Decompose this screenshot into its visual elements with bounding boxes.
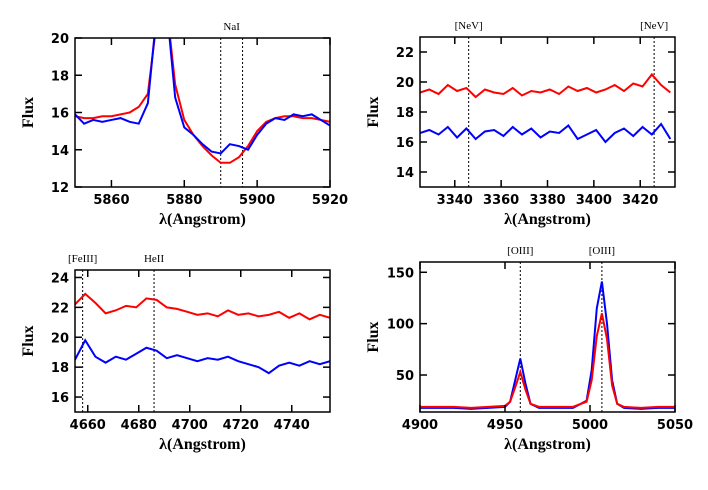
frame xyxy=(74,269,331,413)
x-tick-label: 3340 xyxy=(437,193,473,208)
series-line xyxy=(75,292,330,321)
x-tick-label: 5000 xyxy=(572,418,608,433)
y-tick-label: 22 xyxy=(396,46,414,61)
marker-label: [OIII] xyxy=(589,245,615,257)
plot-area xyxy=(75,38,330,164)
series-line xyxy=(75,338,330,375)
panel: [FeIII] HeII 4660 4680 4700 4720 4740 16 18 20 22 2… xyxy=(20,253,331,453)
marker-label: [NeV] xyxy=(455,20,483,32)
y-tick-label: 20 xyxy=(51,32,69,47)
x-tick-label: 3380 xyxy=(529,193,565,208)
y-tick-label: 100 xyxy=(387,318,414,333)
frame xyxy=(419,261,676,413)
y-axis-label: Flux xyxy=(365,321,382,352)
x-tick-label: 4720 xyxy=(223,418,259,433)
x-tick-label: 3400 xyxy=(576,193,612,208)
x-tick-label: 5860 xyxy=(93,193,129,208)
series-line xyxy=(75,38,330,164)
x-axis-label: λ(Angstrom) xyxy=(159,436,246,453)
x-tick-label: 3360 xyxy=(483,193,519,208)
y-axis-label: Flux xyxy=(20,325,37,356)
y-tick-label: 20 xyxy=(51,331,69,346)
x-tick-label: 5050 xyxy=(657,418,693,433)
x-tick-label: 4660 xyxy=(70,418,106,433)
x-axis-label: λ(Angstrom) xyxy=(504,436,591,453)
plot-area xyxy=(420,72,672,144)
y-tick-label: 20 xyxy=(396,76,414,91)
y-axis-label: Flux xyxy=(365,96,382,127)
y-tick-label: 12 xyxy=(51,181,69,196)
x-tick-label: 3420 xyxy=(622,193,658,208)
x-axis-label: λ(Angstrom) xyxy=(159,211,246,228)
x-tick-label: 4950 xyxy=(487,418,523,433)
y-tick-label: 14 xyxy=(396,166,414,181)
series-line xyxy=(420,313,675,409)
plot-area xyxy=(75,292,330,375)
frame xyxy=(419,36,676,188)
x-axis-label: λ(Angstrom) xyxy=(504,211,591,228)
x-tick-label: 5880 xyxy=(166,193,202,208)
y-tick-label: 18 xyxy=(51,361,69,376)
frame xyxy=(74,37,331,188)
x-tick-label: 5920 xyxy=(312,193,348,208)
x-tick-label: 4740 xyxy=(274,418,310,433)
panel: [NeV] [NeV] 3340 3360 3380 3400 3420 14 16 18 20 22… xyxy=(365,20,676,228)
y-tick-label: 18 xyxy=(51,69,69,84)
x-tick-label: 5900 xyxy=(239,193,275,208)
marker-label: NaI xyxy=(223,21,240,33)
series-line xyxy=(420,281,675,410)
y-tick-label: 16 xyxy=(51,107,69,122)
x-tick-label: 4900 xyxy=(402,418,438,433)
marker-label: [FeIII] xyxy=(68,253,97,265)
panel: [OIII] [OIII]4900 4950 5000 505050100150λ(An… xyxy=(365,245,693,453)
panel: NaI 5860 5880 5900 5920 12 14 16 18 20 λ(Angstrom)… xyxy=(20,21,348,228)
y-tick-label: 50 xyxy=(396,369,414,384)
series-line xyxy=(420,122,672,144)
x-tick-label: 4700 xyxy=(172,418,208,433)
y-tick-label: 22 xyxy=(51,301,69,316)
plot-area xyxy=(420,281,675,410)
x-tick-label: 4680 xyxy=(121,418,157,433)
marker-label: HeII xyxy=(144,253,164,265)
y-tick-label: 16 xyxy=(396,136,414,151)
y-tick-label: 16 xyxy=(51,391,69,406)
y-tick-label: 14 xyxy=(51,144,69,159)
marker-label: [OIII] xyxy=(507,245,533,257)
y-tick-label: 150 xyxy=(387,266,414,281)
y-tick-label: 24 xyxy=(51,271,69,286)
y-axis-label: Flux xyxy=(20,97,37,128)
marker-label: [NeV] xyxy=(640,20,668,32)
y-tick-label: 18 xyxy=(396,106,414,121)
series-line xyxy=(420,72,671,99)
series-line xyxy=(75,38,330,155)
